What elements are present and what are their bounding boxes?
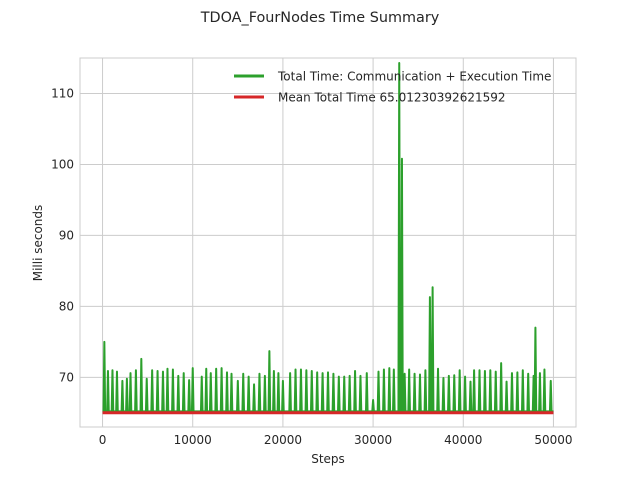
legend-label-total-time: Total Time: Communication + Execution Ti… [277,70,551,84]
legend: Total Time: Communication + Execution Ti… [234,70,551,105]
y-tick-label: 70 [59,370,74,384]
x-tick-label: 0 [99,433,107,447]
axis-ticks: 0 10000 20000 30000 40000 50000 70 80 90 100 110 [51,86,572,447]
x-tick-label: 10000 [174,433,212,447]
plot-area [79,57,577,428]
chart-title: TDOA_FourNodes Time Summary [200,10,440,26]
y-tick-label: 90 [59,228,74,242]
x-tick-label: 50000 [534,433,572,447]
x-tick-label: 20000 [264,433,302,447]
y-tick-label: 100 [51,157,74,171]
x-axis-label: Steps [311,452,345,466]
x-tick-label: 30000 [354,433,392,447]
y-tick-label: 110 [51,86,74,100]
legend-label-mean: Mean Total Time 65.01230392621592 [278,91,506,105]
series-layer [102,61,554,415]
grid-lines [80,58,576,427]
x-tick-label: 40000 [444,433,482,447]
y-axis-label: Milli seconds [31,205,45,282]
y-tick-label: 80 [59,299,74,313]
